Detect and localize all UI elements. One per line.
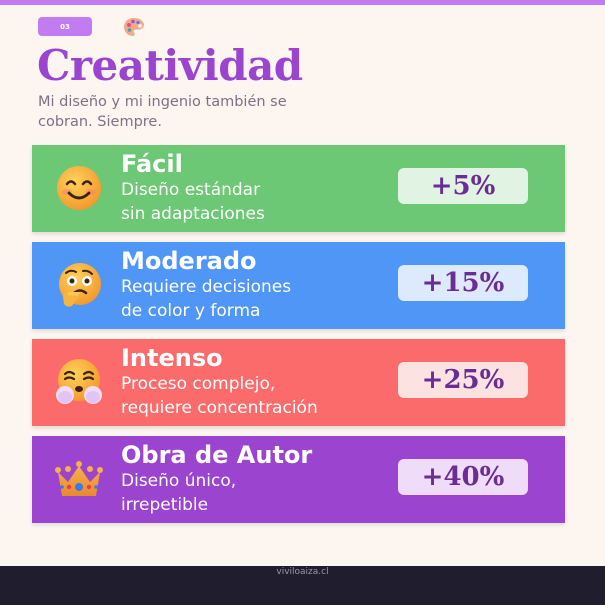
top-accent-bar xyxy=(0,0,605,5)
level-description: Proceso complejo, requiere concentración xyxy=(121,374,318,418)
page-title: Creatividad xyxy=(37,41,303,90)
level-description: Diseño único, irrepetible xyxy=(121,471,237,515)
level-card-obra-de-autor: Obra de Autor Diseño único, irrepetible … xyxy=(32,436,565,523)
thinking-face-icon xyxy=(54,260,104,310)
level-card-facil: Fácil Diseño estándar sin adaptaciones +… xyxy=(32,145,565,232)
percent-badge: +15% xyxy=(398,265,528,301)
level-description: Diseño estándar sin adaptaciones xyxy=(121,180,265,224)
footer-bar xyxy=(0,566,605,605)
level-title: Obra de Autor xyxy=(121,441,313,469)
level-card-intenso: Intenso Proceso complejo, requiere conce… xyxy=(32,339,565,426)
smiling-face-icon xyxy=(54,163,104,213)
level-title: Moderado xyxy=(121,247,257,275)
crown-icon xyxy=(54,454,104,504)
percent-badge: +25% xyxy=(398,362,528,398)
section-number-badge: 03 xyxy=(38,17,92,36)
level-title: Fácil xyxy=(121,150,183,178)
artist-palette-icon xyxy=(123,17,145,37)
level-description: Requiere decisiones de color y forma xyxy=(121,277,292,321)
footer-website-text: viviloaiza.cl xyxy=(276,567,329,577)
percent-badge: +5% xyxy=(398,168,528,204)
level-title: Intenso xyxy=(121,344,223,372)
strained-face-icon xyxy=(54,357,104,407)
page-subtitle: Mi diseño y mi ingenio también se cobran… xyxy=(38,94,287,130)
percent-badge: +40% xyxy=(398,459,528,495)
level-card-moderado: Moderado Requiere decisiones de color y … xyxy=(32,242,565,329)
